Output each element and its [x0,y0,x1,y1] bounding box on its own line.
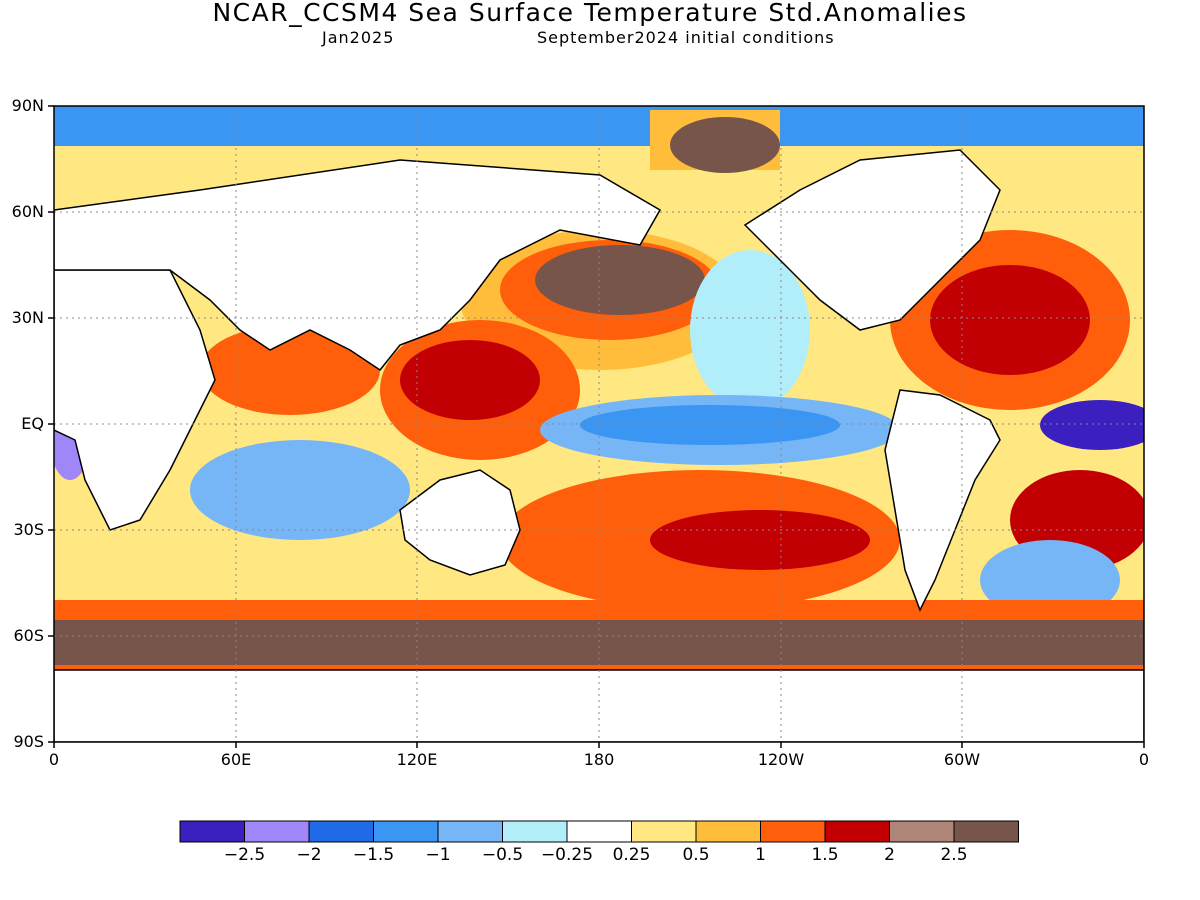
colorbar-swatch [631,820,697,843]
lon-label-180: 180 [583,750,615,769]
valid-month: Jan2025 [322,28,395,47]
lat-label-60s: 60S [13,626,44,645]
colorbar-swatch [824,820,890,843]
map-title: NCAR_CCSM4 Sea Surface Temperature Std.A… [212,0,968,27]
lon-label-0-east: 0 [1138,750,1150,769]
colorbar-swatch [244,820,310,843]
colorbar-swatch [437,820,503,843]
colorbar-swatch [502,820,568,843]
lon-label-120w: 120W [757,750,805,769]
anomaly-field [54,106,1144,670]
colorbar-swatch [695,820,761,843]
colorbar-swatch [760,820,826,843]
colorbar-label: 1 [755,845,766,865]
lat-label-eq: EQ [21,414,44,433]
init-conditions: September2024 initial conditions [537,28,835,47]
colorbar [179,820,1019,843]
colorbar-swatch [373,820,439,843]
lat-label-90s: 90S [13,732,44,751]
colorbar-label: −0.5 [481,845,524,865]
colorbar-swatch [889,820,955,843]
axis-ticks [48,105,1145,748]
lat-label-90n: 90N [11,96,44,115]
colorbar-label: 2.5 [940,845,968,865]
lon-label-60e: 60E [220,750,252,769]
lon-label-0: 0 [48,750,60,769]
colorbar-swatch [179,820,245,843]
colorbar-swatch [566,820,632,843]
lat-label-30n: 30N [11,308,44,327]
colorbar-swatch [953,820,1019,843]
colorbar-label: −1.5 [352,845,395,865]
colorbar-label: −2.5 [223,845,266,865]
colorbar-label: −0.25 [540,845,594,865]
colorbar-label: 0.25 [612,845,651,865]
lat-label-30s: 30S [13,520,44,539]
lon-label-120e: 120E [396,750,438,769]
colorbar-label: 2 [884,845,895,865]
colorbar-label: −2 [296,845,322,865]
colorbar-swatch [308,820,374,843]
grid-lines [54,106,1144,742]
colorbar-label: 0.5 [682,845,710,865]
lat-label-60n: 60N [11,202,44,221]
colorbar-label: −1 [425,845,451,865]
lon-label-60w: 60W [943,750,981,769]
colorbar-label: 1.5 [811,845,839,865]
